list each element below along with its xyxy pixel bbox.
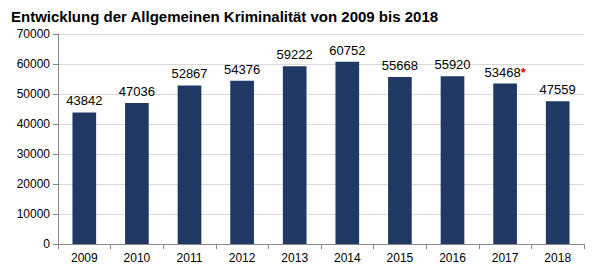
svg-text:47036: 47036 [119, 84, 155, 99]
svg-text:2009: 2009 [71, 251, 98, 265]
svg-text:59222: 59222 [277, 47, 313, 62]
svg-text:60000: 60000 [17, 57, 51, 71]
svg-text:2014: 2014 [334, 251, 361, 265]
svg-text:10000: 10000 [17, 207, 51, 221]
svg-text:2012: 2012 [229, 251, 256, 265]
svg-text:52867: 52867 [171, 66, 207, 81]
svg-text:55668: 55668 [382, 58, 418, 73]
svg-text:2016: 2016 [439, 251, 466, 265]
svg-text:55920: 55920 [434, 57, 470, 72]
svg-text:54376: 54376 [224, 62, 260, 77]
svg-text:2018: 2018 [544, 251, 571, 265]
svg-text:2017: 2017 [492, 251, 519, 265]
svg-text:70000: 70000 [17, 27, 51, 41]
svg-text:47559: 47559 [540, 82, 576, 97]
svg-text:*: * [521, 65, 527, 80]
svg-text:2013: 2013 [281, 251, 308, 265]
svg-text:0: 0 [43, 237, 50, 251]
svg-text:2015: 2015 [387, 251, 414, 265]
svg-text:50000: 50000 [17, 87, 51, 101]
svg-text:Entwicklung der Allgemeinen Kr: Entwicklung der Allgemeinen Kriminalität… [11, 8, 438, 25]
svg-text:60752: 60752 [329, 43, 365, 58]
svg-text:30000: 30000 [17, 147, 51, 161]
svg-text:2011: 2011 [177, 251, 203, 265]
svg-text:20000: 20000 [17, 177, 51, 191]
svg-text:43842: 43842 [66, 93, 102, 108]
svg-text:2010: 2010 [124, 251, 151, 265]
svg-text:40000: 40000 [17, 117, 51, 131]
svg-text:53468: 53468 [484, 65, 520, 80]
